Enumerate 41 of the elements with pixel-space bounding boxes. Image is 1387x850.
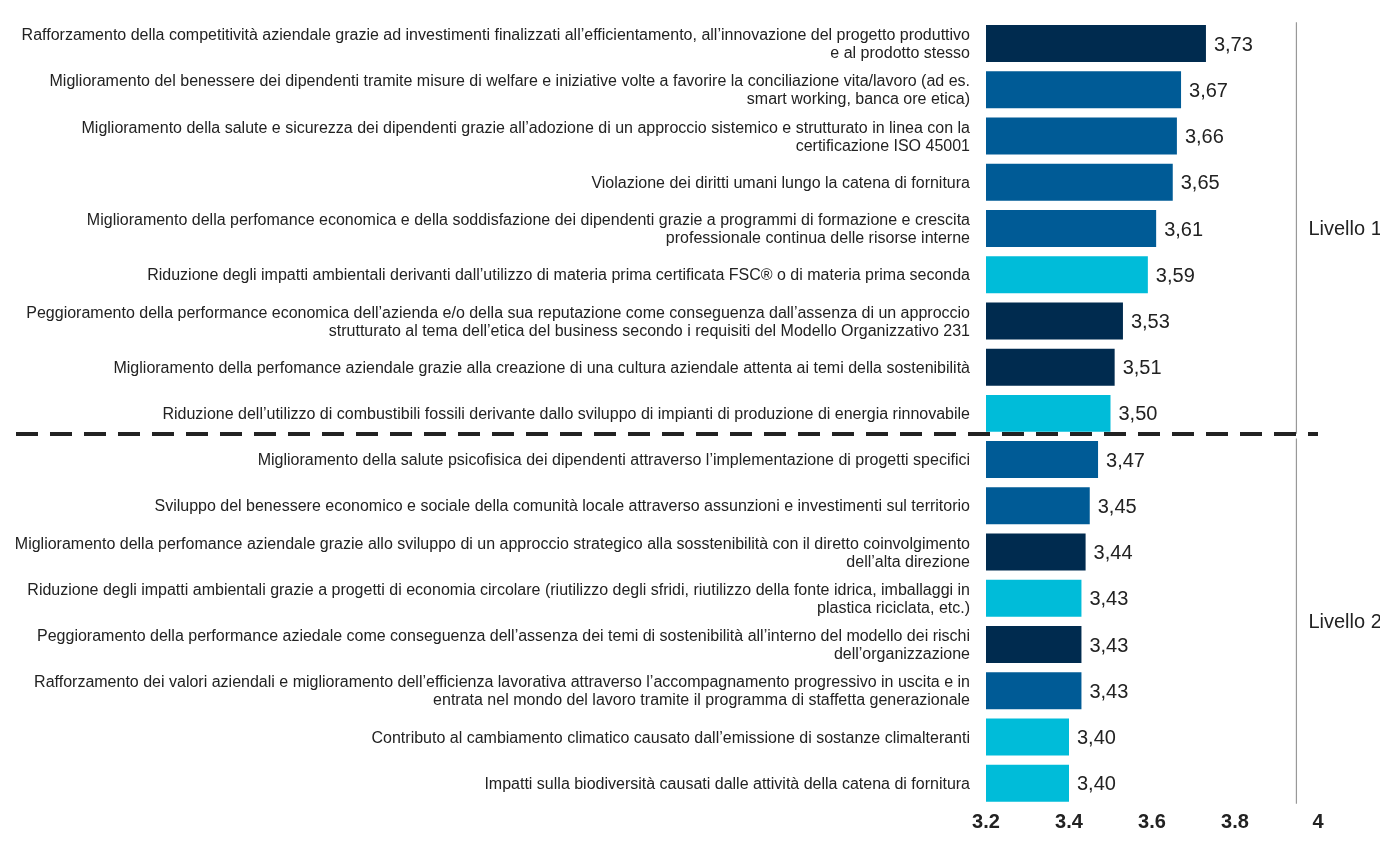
data-label: 3,50 [1118,402,1158,425]
data-label: 3,65 [1180,171,1220,194]
x-tick-label: 3.8 [1221,810,1249,833]
y-tick-label: Contributo al cambiamento climatico causato dall’emissione di sostanze climalteranti [371,728,970,746]
y-tick-label: Miglioramento del benessere dei dipendenti tramite misure di welfare e iniziative volte a favorire la conciliazione vita/lavoro (ad es. smart working, banca ore etica) [49,71,970,107]
data-label: 3,44 [1093,541,1133,564]
data-label: 3,53 [1130,310,1170,333]
y-tick-label: Riduzione degli impatti ambientali grazie a progetti di economia circolare (riutilizzo degli sfridi, riutilizzo della fonte idrica, imballaggi in plastica riciclata, etc.) [27,580,970,616]
data-label: 3,61 [1164,217,1204,240]
x-tick-label: 3.4 [1055,810,1084,833]
y-tick-label: Miglioramento della perfomance aziendale grazie allo sviluppo di un approccio strategico alla sosstenibilità con il diretto coinvolgimento dell’alta direzione [14,534,971,570]
y-tick-label: Riduzione degli impatti ambientali derivanti dall’utilizzo di materia prima certificata FSC® o di materia prima seconda [147,265,971,283]
y-tick-label: Sviluppo del benessere economico e sociale della comunità locale attraverso assunzioni e investimenti sul territorio [154,496,971,514]
data-label: 3,51 [1122,356,1162,379]
x-tick-label: 4 [1312,810,1325,833]
y-tick-label: Riduzione dell’utilizzo di combustibili fossili derivante dallo sviluppo di impianti di produzione di energia rinnovabile [162,404,971,422]
y-tick-label: Miglioramento della perfomance economica e della soddisfazione dei dipendenti grazie a programmi di formazione e crescita professionale continua delle risorse interne [86,210,971,246]
y-tick-label: Rafforzamento della competitività aziendale grazie ad investimenti finalizzati all’efficientamento, all’innovazione del progetto produttivo e al prodotto stesso [21,25,971,61]
annotation: Livello 2 [1308,610,1382,633]
y-tick-label: Peggioramento della performance aziedale come conseguenza dell’assenza dei temi di sostenibilità all’interno del modello dei rischi dell’organizzazione [37,626,971,662]
data-label: 3,59 [1155,263,1195,286]
y-tick-label: Peggioramento della performance economica dell’azienda e/o della sua reputazione come conseguenza dall’assenza di un approccio strutturato al tema dell’etica del business secondo i requisiti del Modello Organizzativo 231 [26,303,971,339]
data-label: 3,43 [1089,587,1129,610]
y-tick-label: Miglioramento della salute e sicurezza dei dipendenti grazie all’adozione di un approccio sistemico e strutturato in linea con la certificazione ISO 45001 [81,118,971,154]
data-label: 3,66 [1184,125,1224,148]
y-tick-label: Rafforzamento dei valori aziendali e miglioramento dell’efficienza lavorativa attraverso l’accompagnamento progressivo in uscita e in entrata nel mondo del lavoro tramite il programma di staffetta generazionale [34,672,971,708]
x-tick-label: 3.2 [972,810,1000,833]
data-label: 3,45 [1097,494,1137,517]
x-tick-label: 3.6 [1138,810,1166,833]
annotation: Livello 1 [1308,217,1382,240]
y-tick-label: Miglioramento della perfomance aziendale grazie alla creazione di una cultura aziendale attenta ai temi della sostenibilità [113,358,971,376]
y-tick-label: Violazione dei diritti umani lungo la catena di fornitura [591,173,971,191]
data-label: 3,43 [1089,679,1129,702]
y-tick-label: Miglioramento della salute psicofisica dei dipendenti attraverso l’implementazione di progetti specifici [257,450,970,468]
data-label: 3,47 [1106,448,1145,471]
data-label: 3,43 [1089,633,1129,656]
y-tick-label: Impatti sulla biodiversità causati dalle attività della catena di fornitura [484,774,971,792]
data-label: 3,67 [1189,78,1228,101]
data-label: 3,73 [1213,32,1253,55]
data-label: 3,40 [1077,726,1116,749]
data-label: 3,40 [1077,772,1116,795]
